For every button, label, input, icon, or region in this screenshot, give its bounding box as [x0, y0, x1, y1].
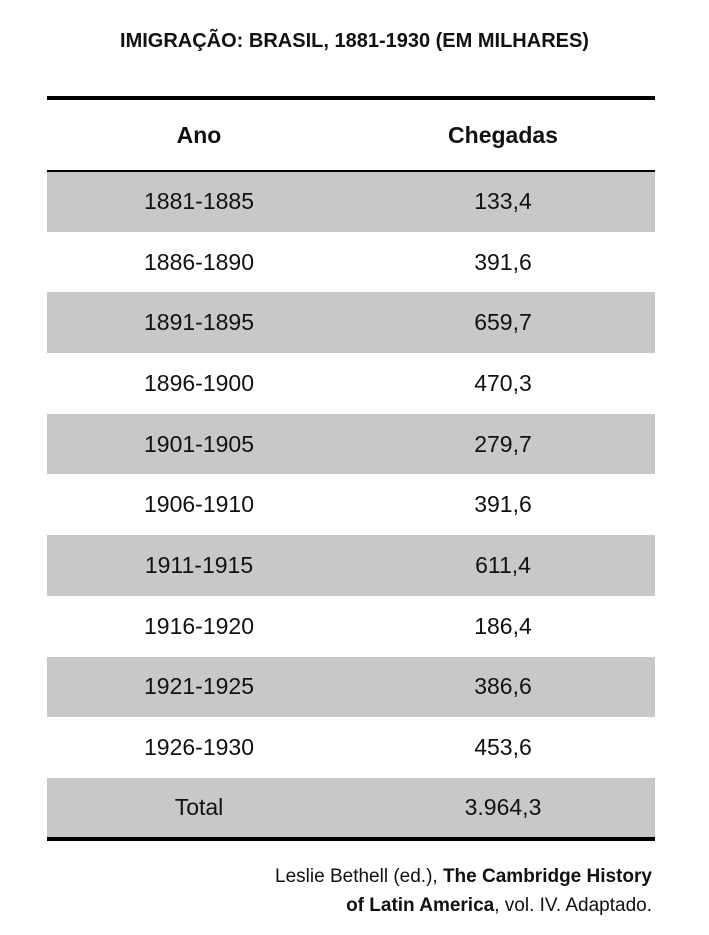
table-row: 1891-1895 659,7 [47, 292, 655, 354]
source-work: of Latin America [346, 895, 495, 916]
arrivals-cell: 279,7 [474, 430, 532, 457]
period-cell: 1881-1885 [144, 188, 254, 215]
period-cell: 1901-1905 [144, 430, 254, 457]
table-row: 1921-1925 386,6 [47, 656, 655, 718]
period-cell: 1916-1920 [144, 612, 254, 639]
arrivals-cell: 133,4 [474, 188, 532, 215]
arrivals-cell: 386,6 [474, 673, 532, 700]
table-footer: Total 3.964,3 [47, 777, 655, 839]
source: Leslie Bethell (ed.), The Cambridge Hist… [275, 862, 652, 920]
table-row: 1901-1905 279,7 [47, 413, 655, 475]
source-line: Leslie Bethell (ed.), The Cambridge Hist… [275, 862, 652, 891]
period-cell: 1896-1900 [144, 369, 254, 396]
title: IMIGRAÇÃO: BRASIL, 1881-1930 (EM MILHARE… [120, 30, 589, 52]
arrivals-cell: 611,4 [475, 551, 531, 578]
source-work: The Cambridge History [442, 866, 652, 887]
arrivals-cell: 659,7 [474, 309, 532, 336]
table-row: 1881-1885 133,4 [47, 171, 655, 232]
total-value: 3.964,3 [464, 793, 542, 820]
header-row: Ano Chegadas [47, 98, 655, 171]
source-text: , vol. IV. Adaptado. [494, 895, 652, 916]
header-cell: Chegadas [448, 121, 558, 148]
total-row: Total 3.964,3 [47, 777, 655, 839]
table-row: 1916-1920 186,4 [47, 596, 655, 657]
period-cell: 1911-1915 [144, 551, 254, 578]
table: Ano Chegadas 1881-1885 133,4 1886-1890 391,… [47, 96, 655, 841]
period-cell: 1891-1895 [144, 309, 254, 336]
total-label: Total [174, 793, 224, 820]
period-cell: 1926-1930 [144, 734, 254, 761]
arrivals-cell: 186,4 [474, 612, 532, 639]
arrivals-cell: 453,6 [474, 734, 532, 761]
source-text: Leslie Bethell (ed.), [275, 866, 443, 887]
table-row: 1906-1910 391,6 [47, 474, 655, 535]
arrivals-cell: 470,3 [474, 369, 532, 396]
table-row: 1896-1900 470,3 [47, 353, 655, 414]
arrivals-cell: 391,6 [474, 491, 532, 518]
source-line: of Latin America, vol. IV. Adaptado. [275, 891, 652, 920]
table-row: 1886-1890 391,6 [47, 232, 655, 293]
period-cell: 1921-1925 [144, 673, 254, 700]
period-cell: 1886-1890 [144, 248, 254, 275]
table-header: Ano Chegadas [47, 98, 655, 171]
table-row: 1926-1930 453,6 [47, 717, 655, 778]
period-cell: 1906-1910 [144, 491, 254, 518]
table-row: 1911-1915 611,4 [47, 535, 655, 596]
table-body: 1881-1885 133,4 1886-1890 391,6 1891-1895 659… [47, 171, 655, 778]
arrivals-cell: 391,6 [474, 248, 532, 275]
header-cell: Ano [176, 121, 222, 148]
